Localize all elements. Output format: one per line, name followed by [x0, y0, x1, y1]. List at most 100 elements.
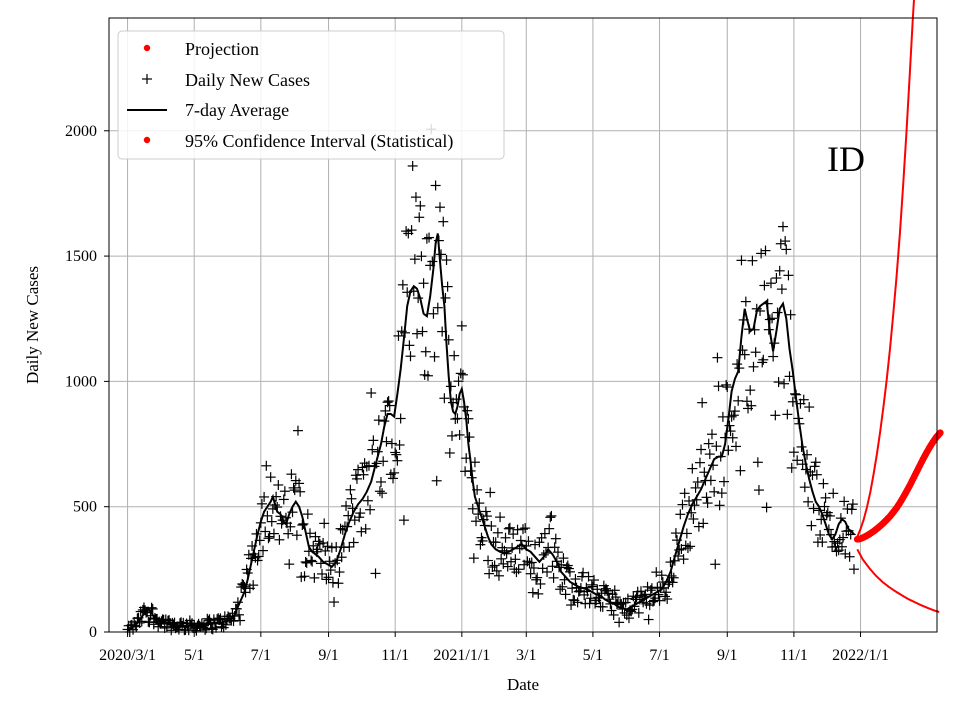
daily-case-marker: [759, 280, 770, 291]
daily-case-marker: [583, 571, 594, 582]
daily-case-marker: [259, 491, 270, 502]
daily-case-marker: [775, 238, 786, 249]
daily-case-marker: [417, 326, 428, 337]
daily-case-marker: [798, 394, 809, 405]
daily-case-marker: [439, 393, 450, 404]
daily-case-marker: [704, 449, 715, 460]
daily-case-marker: [389, 467, 400, 478]
daily-case-marker: [405, 351, 416, 362]
daily-case-marker: [418, 278, 429, 289]
x-tick-label: 11/1: [780, 647, 808, 664]
daily-case-marker: [643, 614, 654, 625]
y-tick-label: 1500: [65, 248, 97, 265]
daily-case-marker: [366, 388, 377, 399]
daily-case-marker: [166, 625, 177, 636]
daily-case-marker: [384, 400, 395, 411]
daily-case-marker: [808, 503, 819, 514]
daily-case-marker: [341, 500, 352, 511]
daily-case-marker: [623, 613, 634, 624]
daily-case-marker: [718, 476, 729, 487]
daily-case-marker: [783, 270, 794, 281]
projection-point: [936, 429, 944, 437]
daily-case-marker: [670, 528, 681, 539]
daily-case-marker: [436, 249, 447, 260]
daily-case-marker: [498, 558, 509, 569]
daily-case-marker: [368, 435, 379, 446]
daily-case-marker: [522, 556, 533, 567]
daily-case-marker: [301, 557, 312, 568]
daily-case-marker: [539, 528, 550, 539]
daily-case-marker: [558, 553, 569, 564]
daily-case-marker: [709, 486, 720, 497]
daily-case-marker: [847, 499, 858, 510]
daily-case-marker: [782, 409, 793, 420]
daily-case-marker: [414, 212, 425, 223]
legend-daily-cases-label: Daily New Cases: [185, 70, 310, 90]
ci-lower-line: [856, 548, 940, 613]
daily-case-marker: [546, 510, 557, 521]
daily-case-marker: [788, 447, 799, 458]
y-tick-label: 2000: [65, 123, 97, 140]
series-lines: [127, 0, 940, 632]
daily-case-marker: [560, 589, 571, 600]
daily-case-marker: [441, 255, 452, 266]
daily-case-marker: [760, 245, 771, 256]
daily-case-marker: [771, 273, 782, 284]
daily-case-marker: [500, 532, 511, 543]
x-tick-label: 9/1: [717, 647, 737, 664]
daily-case-marker: [397, 279, 408, 290]
daily-case-marker: [496, 553, 507, 564]
daily-case-marker: [745, 385, 756, 396]
daily-case-marker: [597, 601, 608, 612]
daily-case-marker: [442, 281, 453, 292]
daily-case-marker: [706, 429, 717, 440]
daily-case-marker: [677, 499, 688, 510]
daily-case-marker: [761, 502, 772, 513]
daily-case-marker: [526, 557, 537, 568]
daily-case-marker: [260, 526, 271, 537]
daily-case-marker: [265, 472, 276, 483]
daily-case-marker: [692, 477, 703, 488]
daily-case-marker: [610, 592, 621, 603]
daily-case-marker: [818, 478, 829, 489]
daily-case-marker: [309, 572, 320, 583]
daily-case-marker: [534, 537, 545, 548]
daily-case-marker: [491, 565, 502, 576]
daily-case-marker: [412, 328, 423, 339]
daily-case-marker: [774, 265, 785, 276]
daily-case-marker: [552, 547, 563, 558]
daily-case-marker: [747, 255, 758, 266]
daily-case-marker: [727, 432, 738, 443]
daily-case-marker: [480, 506, 491, 517]
daily-case-marker: [716, 488, 727, 499]
daily-case-marker: [383, 396, 394, 407]
y-tick-label: 500: [73, 499, 97, 516]
daily-case-marker: [367, 444, 378, 455]
daily-case-marker: [728, 410, 739, 421]
daily-case-marker: [477, 535, 488, 546]
daily-case-marker: [839, 496, 850, 507]
daily-case-marker: [273, 479, 284, 490]
daily-case-marker: [603, 588, 614, 599]
daily-case-marker: [490, 537, 501, 548]
x-tick-label: 2020/3/1: [99, 647, 156, 664]
y-tick-label: 1000: [65, 373, 97, 390]
daily-case-marker: [675, 509, 686, 520]
daily-case-marker: [317, 568, 328, 579]
daily-case-marker: [357, 462, 368, 473]
daily-case-marker: [645, 585, 656, 596]
daily-case-marker: [633, 607, 644, 618]
plot-frame: [108, 17, 938, 633]
daily-case-marker: [375, 476, 386, 487]
daily-case-marker: [334, 567, 345, 578]
daily-case-marker: [391, 449, 402, 460]
x-tick-label: 5/1: [583, 647, 603, 664]
daily-case-marker: [688, 513, 699, 524]
daily-case-marker: [312, 544, 323, 555]
daily-case-marker: [753, 485, 764, 496]
daily-case-marker: [815, 529, 826, 540]
daily-case-marker: [831, 546, 842, 557]
daily-case-marker: [483, 555, 494, 566]
daily-case-marker: [786, 462, 797, 473]
daily-case-marker: [380, 405, 391, 416]
